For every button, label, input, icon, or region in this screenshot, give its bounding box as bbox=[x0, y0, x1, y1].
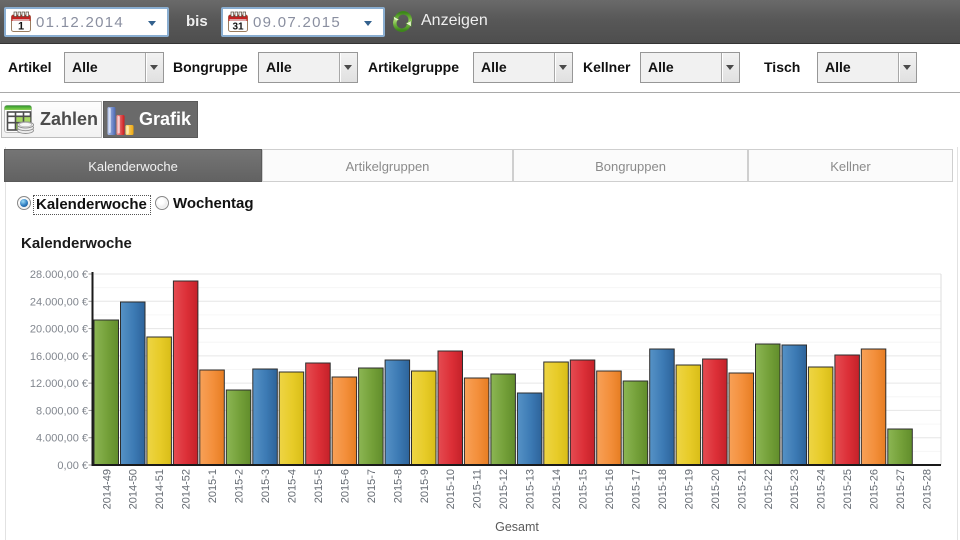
svg-text:16.000,00 €: 16.000,00 € bbox=[30, 351, 88, 363]
svg-text:2015-25: 2015-25 bbox=[842, 469, 854, 509]
svg-text:1: 1 bbox=[18, 21, 24, 33]
svg-text:2014-49: 2014-49 bbox=[101, 469, 113, 509]
svg-text:2015-7: 2015-7 bbox=[366, 469, 378, 503]
svg-text:2015-9: 2015-9 bbox=[419, 469, 431, 503]
svg-text:2015-19: 2015-19 bbox=[683, 469, 695, 509]
svg-text:2015-14: 2015-14 bbox=[551, 469, 563, 509]
svg-text:2015-27: 2015-27 bbox=[895, 469, 907, 509]
svg-text:2015-4: 2015-4 bbox=[286, 469, 298, 503]
svg-text:20.000,00 €: 20.000,00 € bbox=[30, 324, 88, 336]
svg-text:0,00 €: 0,00 € bbox=[57, 460, 88, 472]
svg-text:2015-21: 2015-21 bbox=[736, 469, 748, 509]
svg-text:Gesamt: Gesamt bbox=[495, 520, 539, 534]
svg-text:2015-6: 2015-6 bbox=[339, 469, 351, 503]
svg-text:2015-11: 2015-11 bbox=[472, 469, 484, 509]
svg-text:2015-8: 2015-8 bbox=[392, 469, 404, 503]
svg-text:2015-12: 2015-12 bbox=[498, 469, 510, 509]
svg-text:24.000,00 €: 24.000,00 € bbox=[30, 296, 88, 308]
svg-text:2015-23: 2015-23 bbox=[789, 469, 801, 509]
svg-text:2015-20: 2015-20 bbox=[710, 469, 722, 509]
svg-text:12.000,00 €: 12.000,00 € bbox=[30, 378, 88, 390]
svg-text:2014-52: 2014-52 bbox=[181, 469, 193, 509]
svg-text:31: 31 bbox=[232, 22, 244, 33]
svg-text:2015-10: 2015-10 bbox=[445, 469, 457, 509]
svg-text:28.000,00 €: 28.000,00 € bbox=[30, 269, 88, 281]
svg-text:2015-16: 2015-16 bbox=[604, 469, 616, 509]
svg-text:2014-50: 2014-50 bbox=[128, 469, 140, 509]
svg-text:2015-3: 2015-3 bbox=[260, 469, 272, 503]
svg-text:2015-22: 2015-22 bbox=[763, 469, 775, 509]
svg-text:2015-1: 2015-1 bbox=[207, 469, 219, 503]
svg-text:2015-15: 2015-15 bbox=[578, 469, 590, 509]
svg-text:2015-26: 2015-26 bbox=[869, 469, 881, 509]
svg-text:2015-24: 2015-24 bbox=[816, 469, 828, 509]
svg-text:2015-17: 2015-17 bbox=[630, 469, 642, 509]
svg-text:2015-18: 2015-18 bbox=[657, 469, 669, 509]
svg-text:4.000,00 €: 4.000,00 € bbox=[36, 433, 88, 445]
svg-text:2015-2: 2015-2 bbox=[234, 469, 246, 503]
svg-text:2015-28: 2015-28 bbox=[922, 469, 934, 509]
svg-text:2014-51: 2014-51 bbox=[154, 469, 166, 509]
svg-text:2015-13: 2015-13 bbox=[525, 469, 537, 509]
svg-text:2015-5: 2015-5 bbox=[313, 469, 325, 503]
svg-text:8.000,00 €: 8.000,00 € bbox=[36, 405, 88, 417]
